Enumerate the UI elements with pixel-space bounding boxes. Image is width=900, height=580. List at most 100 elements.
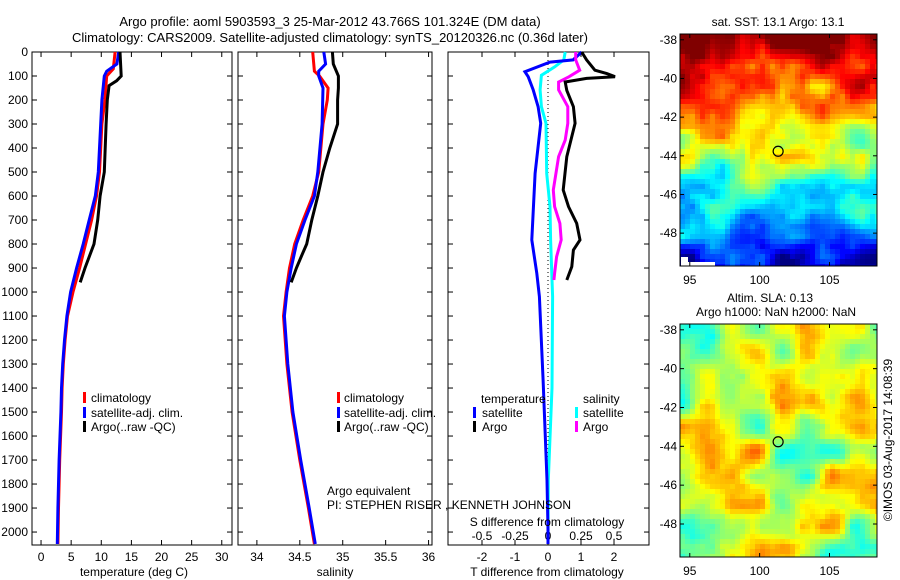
map-cell bbox=[745, 179, 750, 184]
map-cell bbox=[755, 404, 760, 409]
map-cell bbox=[690, 379, 695, 384]
map-cell bbox=[740, 384, 745, 389]
map-cell bbox=[760, 414, 765, 419]
map-cell bbox=[755, 444, 760, 449]
map-cell bbox=[755, 519, 760, 524]
map-cell bbox=[685, 94, 690, 99]
map-cell bbox=[705, 524, 710, 529]
map-cell bbox=[830, 189, 835, 194]
map-cell bbox=[765, 494, 770, 499]
map-cell bbox=[780, 154, 785, 159]
map-cell bbox=[765, 44, 770, 49]
map-cell bbox=[820, 404, 825, 409]
map-cell bbox=[835, 474, 840, 479]
map-cell bbox=[825, 544, 830, 549]
map-cell bbox=[850, 64, 855, 69]
map-cell bbox=[845, 124, 850, 129]
map-cell bbox=[740, 369, 745, 374]
map-cell bbox=[830, 324, 835, 329]
map-cell bbox=[840, 69, 845, 74]
map-cell bbox=[865, 504, 870, 509]
map-cell bbox=[815, 189, 820, 194]
map-cell bbox=[750, 549, 755, 554]
map-cell bbox=[740, 494, 745, 499]
map-cell bbox=[705, 539, 710, 544]
map-cell bbox=[710, 104, 715, 109]
map-cell bbox=[815, 99, 820, 104]
map-cell bbox=[830, 389, 835, 394]
map-cell bbox=[875, 534, 877, 539]
map-cell bbox=[830, 529, 835, 534]
map-cell bbox=[850, 509, 855, 514]
map-cell bbox=[815, 354, 820, 359]
map-cell bbox=[680, 334, 685, 339]
map-cell bbox=[840, 214, 845, 219]
map-cell bbox=[715, 529, 720, 534]
map-cell bbox=[840, 209, 845, 214]
map-cell bbox=[835, 404, 840, 409]
map-cell bbox=[860, 329, 865, 334]
map-cell bbox=[720, 489, 725, 494]
map-cell bbox=[845, 49, 850, 54]
map-cell bbox=[840, 404, 845, 409]
map-cell bbox=[855, 54, 860, 59]
map-cell bbox=[735, 479, 740, 484]
map-cell bbox=[700, 159, 705, 164]
map-cell bbox=[775, 549, 780, 554]
map-cell bbox=[795, 99, 800, 104]
map-cell bbox=[830, 459, 835, 464]
map-cell bbox=[855, 474, 860, 479]
map-cell bbox=[765, 379, 770, 384]
map-cell bbox=[855, 149, 860, 154]
map-cell bbox=[705, 489, 710, 494]
x-tick-label: 35.5 bbox=[374, 550, 398, 564]
map-cell bbox=[725, 334, 730, 339]
map-cell bbox=[830, 259, 835, 264]
map-cell bbox=[740, 474, 745, 479]
map-cell bbox=[840, 59, 845, 64]
map-cell bbox=[775, 324, 780, 329]
map-cell bbox=[780, 109, 785, 114]
legend-label: satellite-adj. clim. bbox=[91, 406, 183, 420]
map-cell bbox=[810, 264, 815, 266]
map-cell bbox=[855, 534, 860, 539]
map-cell bbox=[680, 204, 685, 209]
map-cell bbox=[775, 484, 780, 489]
map-cell bbox=[760, 264, 765, 266]
map-cell bbox=[705, 374, 710, 379]
map-cell bbox=[820, 494, 825, 499]
map-cell bbox=[700, 39, 705, 44]
map-cell bbox=[835, 339, 840, 344]
map-cell bbox=[830, 44, 835, 49]
salinity-panel: 34 34.5 35 35.5 36 bbox=[237, 51, 436, 564]
map-cell bbox=[765, 219, 770, 224]
map-cell bbox=[785, 514, 790, 519]
map-cell bbox=[850, 84, 855, 89]
map-cell bbox=[740, 169, 745, 174]
map-cell bbox=[840, 89, 845, 94]
map-cell bbox=[760, 124, 765, 129]
map-cell bbox=[840, 39, 845, 44]
map-cell bbox=[735, 109, 740, 114]
map-cell bbox=[830, 39, 835, 44]
map-cell bbox=[775, 179, 780, 184]
map-cell bbox=[760, 509, 765, 514]
map-cell bbox=[690, 504, 695, 509]
map-cell bbox=[820, 449, 825, 454]
map-cell bbox=[780, 149, 785, 154]
y-tick-label: 700 bbox=[8, 213, 28, 227]
map-cell bbox=[855, 84, 860, 89]
s-satellite-diff-line bbox=[538, 51, 567, 545]
map-cell bbox=[770, 529, 775, 534]
map-cell bbox=[735, 49, 740, 54]
map-cell bbox=[690, 549, 695, 554]
map-cell bbox=[850, 484, 855, 489]
x-tick-label: 95 bbox=[683, 273, 697, 287]
map-cell bbox=[730, 454, 735, 459]
map-cell bbox=[680, 169, 685, 174]
map-cell bbox=[870, 214, 875, 219]
map-cell bbox=[795, 489, 800, 494]
map-cell bbox=[845, 334, 850, 339]
map-cell bbox=[785, 429, 790, 434]
map-cell bbox=[825, 159, 830, 164]
